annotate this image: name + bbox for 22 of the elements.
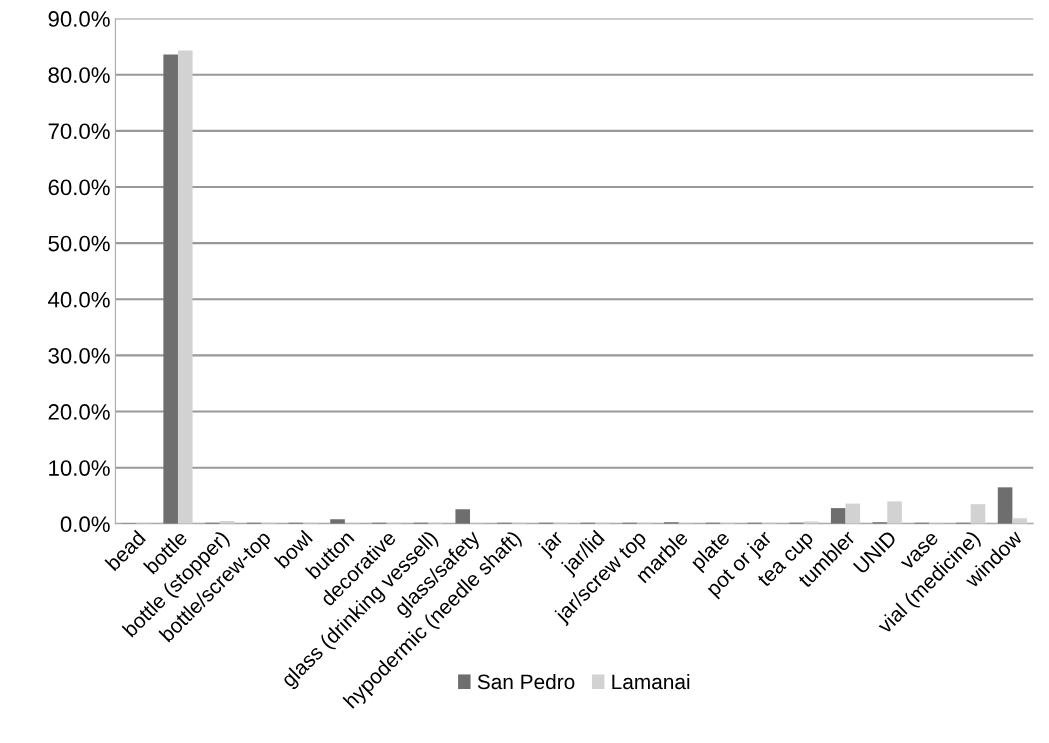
bar: [997, 487, 1013, 524]
y-tick-label: 60.0%: [48, 179, 110, 196]
bar: [887, 501, 902, 524]
bar: [177, 50, 193, 524]
y-tick-label: 80.0%: [48, 67, 110, 83]
y-tick-label: 40.0%: [48, 291, 110, 308]
bar: [845, 503, 861, 524]
bar: [970, 504, 986, 524]
bar: [163, 54, 178, 524]
legend-label: Lamanai: [612, 673, 690, 690]
y-tick-label: 90.0%: [48, 11, 110, 27]
legend-label: San Pedro: [477, 673, 575, 690]
bar: [330, 519, 345, 524]
bar: [1012, 518, 1028, 524]
y-tick-label: 20.0%: [48, 404, 110, 420]
y-tick-label: 30.0%: [48, 347, 110, 364]
bar: [455, 509, 471, 524]
bar: [830, 508, 846, 524]
y-tick-label: 70.0%: [48, 123, 110, 140]
y-tick-label: 50.0%: [48, 235, 110, 252]
y-tick-label: 10.0%: [49, 460, 110, 476]
y-tick-label: 0.0%: [60, 516, 110, 533]
